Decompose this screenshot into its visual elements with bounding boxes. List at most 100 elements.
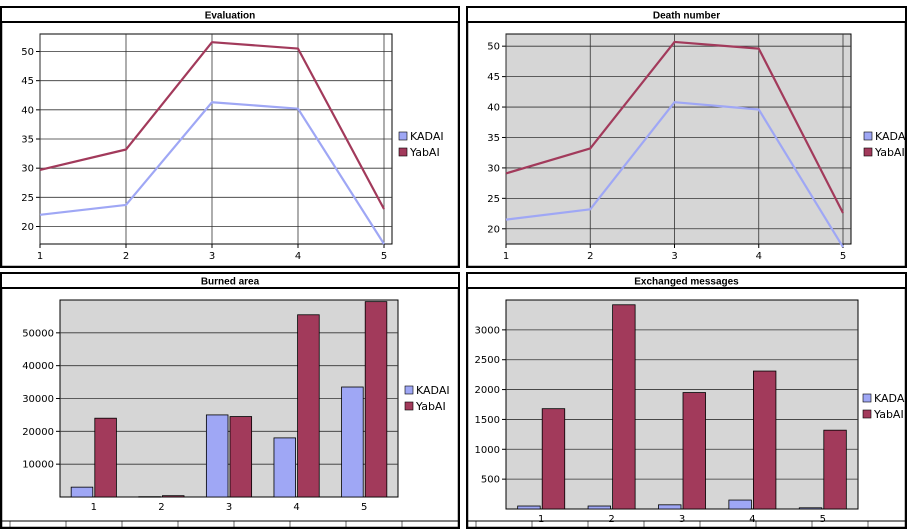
legend-label-yabai: YabAI xyxy=(873,408,904,421)
y-tick-label: 20 xyxy=(21,222,34,233)
x-tick-label: 2 xyxy=(123,251,129,262)
bar-kadai xyxy=(205,414,229,498)
series-line-kadai xyxy=(505,101,844,248)
chart-panel-evaluation: Evaluation 20 25 30 35 40 45 50 1 2 3 4 5 KADAI YabAI xyxy=(0,6,460,268)
y-tick-label: 30000 xyxy=(22,394,54,405)
bar-yabai xyxy=(541,408,566,510)
legend-label-kadai: KADAI xyxy=(875,130,907,143)
y-tick-label: 1500 xyxy=(475,415,500,426)
x-tick-label: 4 xyxy=(749,514,755,525)
legend-label-yabai: YabAI xyxy=(409,146,440,159)
chart-title: Evaluation xyxy=(205,11,256,22)
legend-label-yabai: YabAI xyxy=(874,146,905,159)
plot-area xyxy=(505,33,852,245)
chart-exchanged-messages: Exchanged messages 500 1000 1500 2000 2500 300… xyxy=(466,272,907,529)
bar-yabai xyxy=(752,370,777,510)
x-tick-label: 1 xyxy=(538,514,544,525)
bar-yabai xyxy=(229,416,253,498)
chart-panel-death-number: Death number 20 25 30 35 40 45 50 1 2 3 4 5 KADAI YabA… xyxy=(466,6,907,268)
y-tick-label: 20000 xyxy=(22,427,54,438)
bar-kadai xyxy=(138,496,161,498)
legend-label-kadai: KADAI xyxy=(874,392,907,405)
x-tick-label: 4 xyxy=(756,251,762,262)
bar-yabai xyxy=(612,304,636,510)
bar-kadai xyxy=(273,437,296,498)
legend-swatch-kadai xyxy=(863,131,873,141)
x-tick-label: 1 xyxy=(37,251,43,262)
y-tick-label: 45 xyxy=(21,76,34,87)
chart-panel-burned-area: Burned area 10000 20000 30000 40000 50000 1 2 3 4… xyxy=(0,272,460,529)
legend-label-kadai: KADAI xyxy=(410,130,444,143)
y-tick-label: 45 xyxy=(487,72,500,83)
y-tick-label: 35 xyxy=(21,135,34,146)
y-tick-label: 35 xyxy=(487,133,500,144)
series-line-kadai xyxy=(39,101,385,245)
y-tick-label: 500 xyxy=(481,475,500,486)
x-tick-label: 3 xyxy=(209,251,215,262)
legend-swatch-kadai xyxy=(404,385,414,395)
y-tick-label: 2000 xyxy=(475,385,500,396)
bar-kadai xyxy=(798,507,823,510)
y-tick-label: 2500 xyxy=(475,355,500,366)
y-tick-label: 50 xyxy=(21,47,34,58)
y-tick-label: 40 xyxy=(487,103,500,114)
chart-title: Exchanged messages xyxy=(634,277,739,288)
chart-burned-area: Burned area 10000 20000 30000 40000 50000 1 2 3 4… xyxy=(0,272,460,529)
legend-swatch-yabai xyxy=(863,147,873,157)
bar-kadai xyxy=(517,505,541,510)
bar-yabai xyxy=(297,314,320,498)
chart-title: Burned area xyxy=(201,277,260,288)
x-tick-label: 1 xyxy=(503,251,509,262)
bar-kadai xyxy=(658,504,682,510)
bar-yabai xyxy=(682,392,706,510)
chart-title: Death number xyxy=(653,11,720,22)
series-line-yabai xyxy=(505,40,844,214)
series-line-yabai xyxy=(39,41,385,210)
legend-swatch-yabai xyxy=(862,409,872,419)
y-tick-label: 50 xyxy=(487,42,500,53)
y-tick-label: 40000 xyxy=(22,361,54,372)
x-tick-label: 2 xyxy=(608,514,614,525)
y-tick-label: 10000 xyxy=(22,460,54,471)
bar-kadai xyxy=(70,486,94,498)
y-tick-label: 25 xyxy=(21,193,34,204)
title-bar xyxy=(0,272,460,289)
chart-panel-exchanged-messages: Exchanged messages 500 1000 1500 2000 2500 300… xyxy=(466,272,907,529)
y-tick-label: 30 xyxy=(487,163,500,174)
y-tick-label: 20 xyxy=(487,224,500,235)
x-tick-label: 3 xyxy=(226,502,232,513)
legend-swatch-yabai xyxy=(404,401,414,411)
legend-swatch-kadai xyxy=(862,393,872,403)
x-tick-label: 5 xyxy=(361,502,367,513)
x-tick-label: 1 xyxy=(91,502,97,513)
title-bar xyxy=(0,6,460,23)
x-tick-label: 5 xyxy=(381,251,387,262)
bar-yabai xyxy=(364,301,388,498)
x-tick-label: 2 xyxy=(158,502,164,513)
y-tick-label: 1000 xyxy=(475,445,500,456)
bar-kadai xyxy=(341,386,364,498)
legend-swatch-yabai xyxy=(398,147,408,157)
legend-swatch-kadai xyxy=(398,131,408,141)
x-tick-label: 4 xyxy=(293,502,299,513)
x-tick-label: 3 xyxy=(679,514,685,525)
x-tick-label: 2 xyxy=(587,251,593,262)
x-tick-label: 5 xyxy=(840,251,846,262)
bar-yabai xyxy=(161,495,185,498)
y-tick-label: 50000 xyxy=(22,328,54,339)
x-tick-label: 3 xyxy=(671,251,677,262)
y-tick-label: 25 xyxy=(487,194,500,205)
x-tick-label: 5 xyxy=(820,514,826,525)
bar-yabai xyxy=(94,417,117,498)
bar-kadai xyxy=(728,499,752,510)
legend-label-kadai: KADAI xyxy=(416,384,450,397)
bar-kadai xyxy=(587,505,611,510)
legend-label-yabai: YabAI xyxy=(415,400,446,413)
x-tick-label: 4 xyxy=(295,251,301,262)
y-tick-label: 30 xyxy=(21,164,34,175)
bar-yabai xyxy=(823,429,847,510)
title-bar xyxy=(466,272,907,289)
y-tick-label: 3000 xyxy=(475,325,500,336)
